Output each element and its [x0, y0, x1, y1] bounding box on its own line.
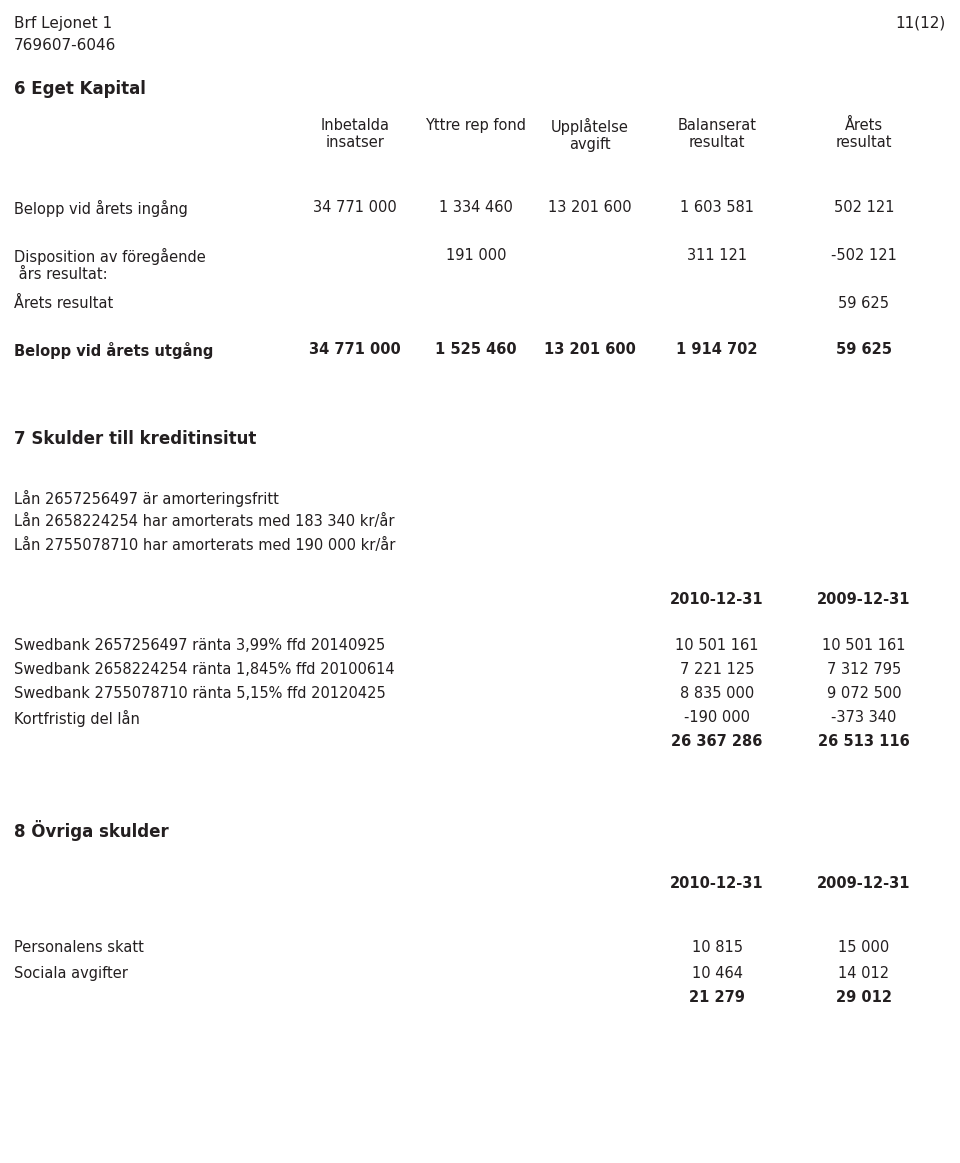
- Text: 7 Skulder till kreditinsitut: 7 Skulder till kreditinsitut: [14, 430, 256, 448]
- Text: Personalens skatt: Personalens skatt: [14, 940, 144, 955]
- Text: Brf Lejonet 1: Brf Lejonet 1: [14, 16, 112, 31]
- Text: 1 334 460: 1 334 460: [439, 200, 513, 215]
- Text: 8 835 000: 8 835 000: [680, 686, 755, 701]
- Text: 26 367 286: 26 367 286: [671, 734, 762, 749]
- Text: 15 000: 15 000: [838, 940, 890, 955]
- Text: 2009-12-31: 2009-12-31: [817, 876, 911, 891]
- Text: 2010-12-31: 2010-12-31: [670, 876, 764, 891]
- Text: 9 072 500: 9 072 500: [827, 686, 901, 701]
- Text: Balanserat
resultat: Balanserat resultat: [678, 117, 756, 150]
- Text: Belopp vid årets ingång: Belopp vid årets ingång: [14, 200, 188, 217]
- Text: 34 771 000: 34 771 000: [313, 200, 396, 215]
- Text: 502 121: 502 121: [833, 200, 895, 215]
- Text: Disposition av föregående
 års resultat:: Disposition av föregående års resultat:: [14, 248, 205, 283]
- Text: 34 771 000: 34 771 000: [309, 342, 401, 357]
- Text: -373 340: -373 340: [831, 709, 897, 725]
- Text: -190 000: -190 000: [684, 709, 750, 725]
- Text: Kortfristig del lån: Kortfristig del lån: [14, 709, 140, 727]
- Text: Lån 2658224254 har amorterats med 183 340 kr/år: Lån 2658224254 har amorterats med 183 34…: [14, 514, 395, 529]
- Text: 10 815: 10 815: [691, 940, 742, 955]
- Text: 26 513 116: 26 513 116: [818, 734, 910, 749]
- Text: Swedbank 2755078710 ränta 5,15% ffd 20120425: Swedbank 2755078710 ränta 5,15% ffd 2012…: [14, 686, 386, 701]
- Text: 10 464: 10 464: [691, 966, 742, 982]
- Text: 59 625: 59 625: [838, 297, 890, 311]
- Text: Belopp vid årets utgång: Belopp vid årets utgång: [14, 342, 213, 359]
- Text: 10 501 161: 10 501 161: [823, 638, 905, 652]
- Text: 8 Övriga skulder: 8 Övriga skulder: [14, 820, 169, 841]
- Text: 7 221 125: 7 221 125: [680, 662, 755, 677]
- Text: 13 201 600: 13 201 600: [548, 200, 632, 215]
- Text: 1 525 460: 1 525 460: [435, 342, 516, 357]
- Text: 21 279: 21 279: [689, 990, 745, 1005]
- Text: Årets resultat: Årets resultat: [14, 297, 113, 311]
- Text: 1 914 702: 1 914 702: [676, 342, 757, 357]
- Text: Inbetalda
insatser: Inbetalda insatser: [321, 117, 390, 150]
- Text: 29 012: 29 012: [836, 990, 892, 1005]
- Text: Swedbank 2657256497 ränta 3,99% ffd 20140925: Swedbank 2657256497 ränta 3,99% ffd 2014…: [14, 638, 385, 652]
- Text: 6 Eget Kapital: 6 Eget Kapital: [14, 80, 146, 98]
- Text: -502 121: -502 121: [831, 248, 897, 263]
- Text: Swedbank 2658224254 ränta 1,845% ffd 20100614: Swedbank 2658224254 ränta 1,845% ffd 201…: [14, 662, 395, 677]
- Text: 7 312 795: 7 312 795: [827, 662, 901, 677]
- Text: 10 501 161: 10 501 161: [675, 638, 758, 652]
- Text: Yttre rep fond: Yttre rep fond: [425, 117, 526, 133]
- Text: Upplåtelse
avgift: Upplåtelse avgift: [551, 117, 629, 152]
- Text: 2010-12-31: 2010-12-31: [670, 592, 764, 607]
- Text: Lån 2657256497 är amorteringsfritt: Lån 2657256497 är amorteringsfritt: [14, 490, 278, 507]
- Text: 14 012: 14 012: [838, 966, 890, 982]
- Text: 13 201 600: 13 201 600: [544, 342, 636, 357]
- Text: 2009-12-31: 2009-12-31: [817, 592, 911, 607]
- Text: 191 000: 191 000: [445, 248, 506, 263]
- Text: Lån 2755078710 har amorterats med 190 000 kr/år: Lån 2755078710 har amorterats med 190 00…: [14, 538, 396, 554]
- Text: 59 625: 59 625: [836, 342, 892, 357]
- Text: 311 121: 311 121: [687, 248, 747, 263]
- Text: 769607-6046: 769607-6046: [14, 38, 116, 53]
- Text: 11(12): 11(12): [896, 16, 946, 31]
- Text: 1 603 581: 1 603 581: [680, 200, 754, 215]
- Text: Sociala avgifter: Sociala avgifter: [14, 966, 128, 982]
- Text: Årets
resultat: Årets resultat: [836, 117, 892, 150]
